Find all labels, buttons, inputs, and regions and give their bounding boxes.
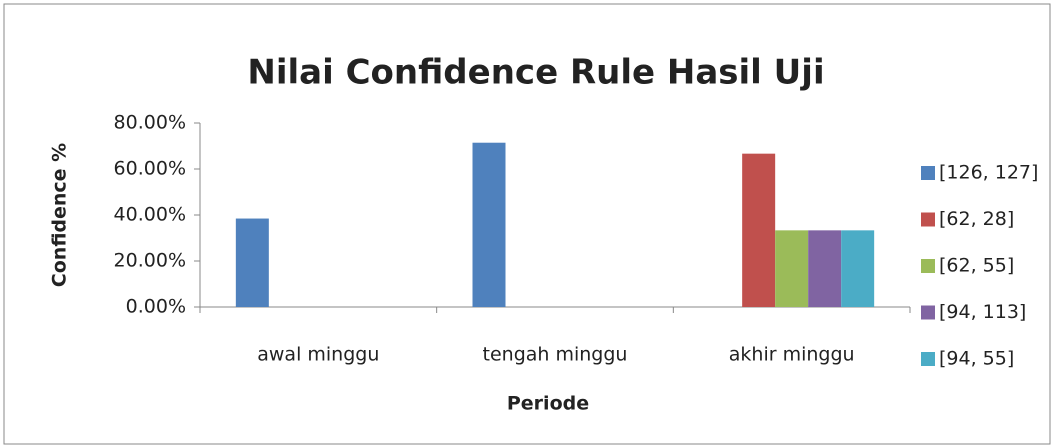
bar [841,230,874,307]
legend-label: [126, 127] [939,162,1038,184]
bar [236,219,269,307]
x-tick-label: akhir minggu [729,344,855,366]
legend-swatch [921,306,935,320]
y-axis-title: Confidence % [49,143,71,287]
chart: Nilai Confidence Rule Hasil Uji Confiden… [0,0,1054,448]
y-tick-label: 80.00% [114,112,186,134]
legend-swatch [921,352,935,366]
y-tick-label: 0.00% [126,296,186,318]
legend-swatch [921,213,935,227]
y-tick-label: 60.00% [114,158,186,180]
bar [473,143,506,307]
y-tick-label: 40.00% [114,204,186,226]
x-tick-label: awal minggu [257,344,379,366]
chart-title: Nilai Confidence Rule Hasil Uji [247,53,824,93]
legend-label: [94, 113] [939,301,1026,323]
bar [742,154,775,307]
legend-label: [62, 55] [939,255,1014,277]
legend-label: [94, 55] [939,348,1014,370]
legend-label: [62, 28] [939,208,1014,230]
y-tick-label: 20.00% [114,250,186,272]
x-tick-label: tengah minggu [483,344,628,366]
bar [775,230,808,307]
legend-swatch [921,259,935,273]
x-axis-title: Periode [507,393,589,415]
legend-swatch [921,166,935,180]
bar [808,230,841,307]
